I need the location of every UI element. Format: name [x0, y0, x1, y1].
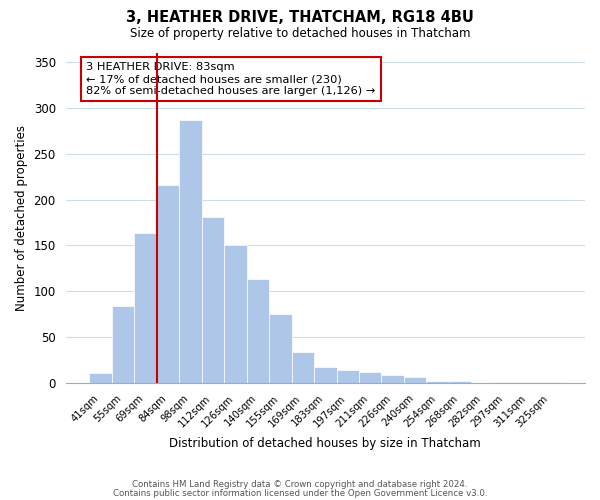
Text: 3, HEATHER DRIVE, THATCHAM, RG18 4BU: 3, HEATHER DRIVE, THATCHAM, RG18 4BU — [126, 10, 474, 25]
Y-axis label: Number of detached properties: Number of detached properties — [15, 125, 28, 311]
Bar — [112, 306, 134, 384]
Bar — [359, 372, 382, 384]
Text: Size of property relative to detached houses in Thatcham: Size of property relative to detached ho… — [130, 28, 470, 40]
Bar — [202, 217, 224, 384]
Bar — [314, 367, 337, 384]
Text: Contains public sector information licensed under the Open Government Licence v3: Contains public sector information licen… — [113, 488, 487, 498]
Bar — [134, 232, 157, 384]
Bar — [404, 377, 427, 384]
Bar — [224, 246, 247, 384]
Bar — [247, 278, 269, 384]
Bar — [449, 382, 472, 384]
Text: Contains HM Land Registry data © Crown copyright and database right 2024.: Contains HM Land Registry data © Crown c… — [132, 480, 468, 489]
Bar — [179, 120, 202, 384]
Bar — [292, 352, 314, 384]
Bar — [539, 382, 562, 384]
Bar — [427, 380, 449, 384]
Bar — [157, 185, 179, 384]
Bar — [337, 370, 359, 384]
Bar — [382, 375, 404, 384]
X-axis label: Distribution of detached houses by size in Thatcham: Distribution of detached houses by size … — [169, 437, 481, 450]
Bar — [494, 382, 517, 384]
Bar — [269, 314, 292, 384]
Text: 3 HEATHER DRIVE: 83sqm
← 17% of detached houses are smaller (230)
82% of semi-de: 3 HEATHER DRIVE: 83sqm ← 17% of detached… — [86, 62, 376, 96]
Bar — [517, 382, 539, 384]
Bar — [89, 373, 112, 384]
